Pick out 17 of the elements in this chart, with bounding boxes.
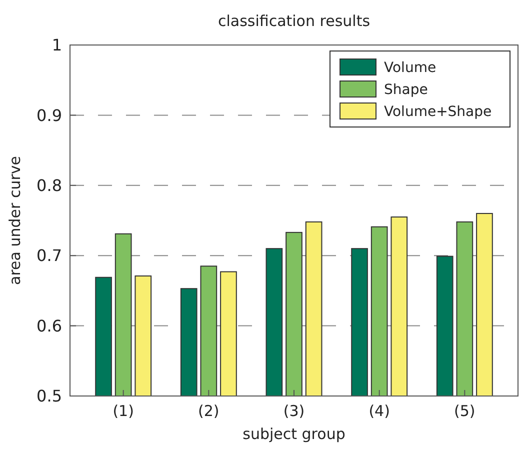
chart-title: classification results [218,12,370,30]
y-tick-label: 1 [52,36,62,55]
x-tick-label: (2) [198,402,220,420]
x-tick-label: (5) [454,402,476,420]
y-tick-label: 0.9 [36,106,62,125]
y-tick-label: 0.8 [36,176,62,195]
x-axis-title: subject group [242,425,346,443]
y-tick-label: 0.5 [36,386,62,406]
legend-label: Shape [384,82,428,98]
y-tick-label: 0.7 [36,246,62,266]
x-tick-label: (4) [368,402,390,420]
y-axis-title: area under curve [6,156,24,285]
y-tick-label: 0.6 [36,316,62,336]
legend-label: Volume [384,60,436,76]
legend-label: Volume+Shape [384,104,492,120]
x-tick-label: (1) [112,402,134,420]
x-tick-label: (3) [283,402,305,420]
